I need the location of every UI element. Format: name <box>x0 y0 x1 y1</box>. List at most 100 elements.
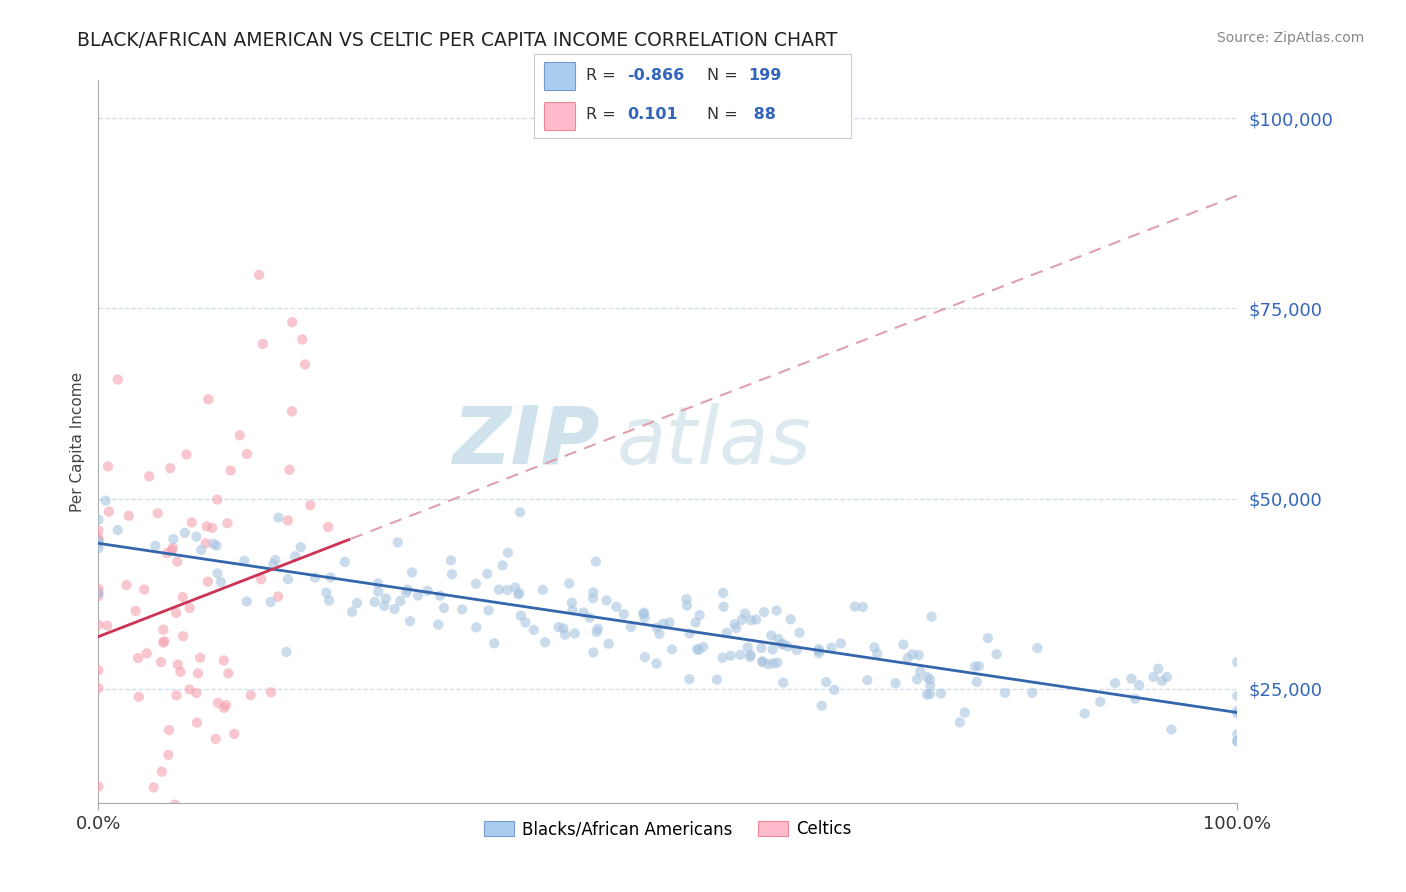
Point <box>756 657 779 672</box>
Point <box>87 664 110 678</box>
Point <box>652 616 675 631</box>
Point <box>128 690 150 704</box>
Point <box>496 546 519 560</box>
Point <box>124 604 146 618</box>
Point <box>561 603 583 617</box>
Point <box>692 640 714 654</box>
Point <box>676 599 699 613</box>
Point <box>564 626 586 640</box>
Point <box>212 701 235 715</box>
Point <box>207 696 229 710</box>
Point <box>547 620 569 634</box>
Point <box>830 636 852 650</box>
Point <box>561 596 583 610</box>
Point <box>281 404 304 418</box>
Point <box>160 543 183 558</box>
Point <box>751 655 773 669</box>
Point <box>294 358 316 372</box>
Point <box>917 670 939 684</box>
Point <box>195 519 218 533</box>
Point <box>157 807 180 822</box>
Point <box>897 651 920 665</box>
Point <box>169 665 191 679</box>
Point <box>1156 670 1178 684</box>
Point <box>299 498 322 512</box>
Point <box>730 648 752 662</box>
Point <box>477 566 499 581</box>
Point <box>212 653 235 667</box>
Point <box>304 571 326 585</box>
Point <box>685 615 707 630</box>
Point <box>582 585 605 599</box>
Point <box>731 613 754 627</box>
Point <box>661 642 683 657</box>
Point <box>215 698 238 712</box>
Point <box>484 636 506 650</box>
Point <box>217 666 239 681</box>
Point <box>689 608 711 623</box>
Point <box>440 553 463 567</box>
FancyBboxPatch shape <box>544 102 575 130</box>
Point <box>866 647 889 661</box>
Point <box>96 618 118 632</box>
Point <box>152 623 174 637</box>
Point <box>389 594 412 608</box>
Point <box>186 530 208 544</box>
Point <box>815 675 838 690</box>
Point <box>770 637 793 651</box>
Point <box>166 657 188 672</box>
Point <box>768 632 790 646</box>
Point <box>1123 691 1146 706</box>
Point <box>172 590 194 604</box>
Point <box>319 570 342 584</box>
Point <box>94 493 117 508</box>
Point <box>87 513 110 527</box>
Point <box>1226 706 1249 721</box>
Point <box>224 727 246 741</box>
Text: Source: ZipAtlas.com: Source: ZipAtlas.com <box>1216 31 1364 45</box>
Point <box>1073 706 1095 721</box>
Point <box>761 628 783 642</box>
Point <box>776 640 799 654</box>
Point <box>977 631 1000 645</box>
Point <box>87 533 110 548</box>
Point <box>202 537 225 551</box>
Point <box>1121 672 1143 686</box>
Point <box>645 621 668 635</box>
Point <box>252 337 274 351</box>
Point <box>949 715 972 730</box>
Point <box>87 586 110 600</box>
Point <box>205 539 228 553</box>
Point <box>250 572 273 586</box>
Point <box>159 461 181 475</box>
Point <box>153 634 176 648</box>
Point <box>863 640 886 655</box>
Point <box>477 603 499 617</box>
Point <box>1104 676 1126 690</box>
Point <box>752 605 775 619</box>
Point <box>260 685 283 699</box>
Point <box>465 577 488 591</box>
Point <box>675 592 697 607</box>
Point <box>762 657 785 671</box>
Point <box>648 627 671 641</box>
Point <box>87 585 110 599</box>
Point <box>107 523 129 537</box>
Point <box>586 622 609 636</box>
Point <box>190 543 212 558</box>
Point <box>751 654 773 668</box>
Point <box>278 463 301 477</box>
Point <box>135 647 157 661</box>
Point <box>186 715 208 730</box>
Point <box>807 642 830 657</box>
Point <box>262 557 284 571</box>
Point <box>152 635 174 649</box>
Point <box>401 566 423 580</box>
Point <box>1026 641 1049 656</box>
Point <box>820 640 842 655</box>
Point <box>134 582 156 597</box>
Point <box>87 589 110 603</box>
Point <box>772 637 794 651</box>
Point <box>1226 655 1249 669</box>
Point <box>284 549 307 564</box>
